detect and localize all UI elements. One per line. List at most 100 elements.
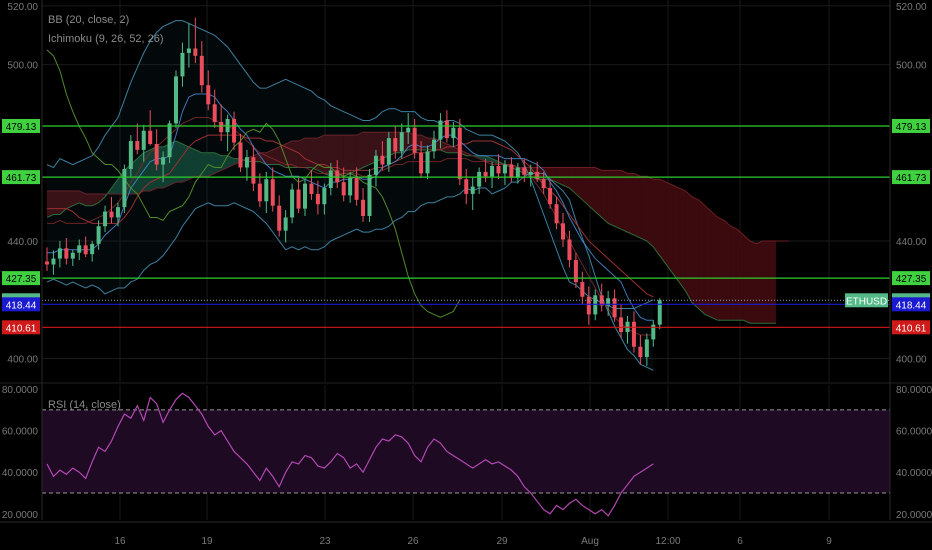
cloud-segment [595, 167, 602, 219]
symbol-badge-bg [845, 293, 888, 308]
price-level-tag-right [892, 320, 930, 335]
cloud-segment [601, 170, 609, 224]
candle-body [64, 248, 69, 259]
cloud-segment [736, 228, 744, 321]
cloud-segment [633, 172, 641, 239]
rsi-tick-right: 20.0000 [896, 510, 932, 521]
candle-body [373, 155, 378, 175]
cloud-segment [640, 176, 648, 242]
candle-body [612, 298, 617, 318]
time-tick: 12:00 [655, 536, 680, 547]
price-tick-left: 500.00 [7, 61, 38, 72]
candle-body [606, 298, 611, 306]
candle-body [206, 85, 211, 105]
candle-body [51, 258, 56, 265]
candle-body [257, 183, 262, 202]
senkou-span-b-line [47, 131, 789, 245]
candle-body [490, 166, 495, 177]
cloud-segment [620, 170, 628, 233]
candle-body [90, 243, 95, 255]
candle-body [57, 248, 62, 259]
price-level-tag-left [2, 118, 40, 133]
candle-body [264, 179, 269, 202]
candle-body [586, 296, 591, 315]
candle-body [174, 76, 178, 124]
candle-body [309, 183, 314, 194]
candle-body [148, 130, 153, 144]
candle-body [477, 171, 482, 187]
candle-body [141, 130, 146, 150]
candle-body [238, 142, 243, 168]
cloud-segment [749, 240, 757, 324]
candle-body [270, 179, 275, 206]
candle-body [496, 166, 501, 174]
price-levels[interactable]: 479.13479.13461.73461.73427.35427.35419.… [2, 118, 930, 335]
price-tick-left: 520.00 [7, 2, 38, 13]
price-level-tag-right [892, 170, 930, 185]
price-level-label-left[interactable]: 461.73 [6, 173, 37, 184]
price-level-tag-right [892, 271, 930, 286]
price-level-label-left[interactable]: 479.13 [6, 122, 37, 133]
price-level-label-right[interactable]: 410.61 [896, 323, 927, 334]
price-level-label-right[interactable]: 427.35 [896, 274, 927, 285]
rsi-indicator-label[interactable]: RSI (14, close) [48, 399, 121, 411]
candle-body [528, 171, 533, 175]
candle-body [638, 346, 643, 358]
time-tick: 16 [114, 536, 126, 547]
rsi-tick-left: 40.0000 [2, 468, 39, 479]
cloud-segment [646, 175, 654, 248]
price-level-label-right[interactable]: 461.73 [896, 173, 927, 184]
price-tick-right: 500.00 [896, 61, 927, 72]
time-tick: 9 [826, 536, 832, 547]
price-level-label-right[interactable]: 418.44 [896, 300, 927, 311]
candle-body [438, 120, 443, 140]
candle-body [70, 252, 75, 259]
ichimoku-indicator-label[interactable]: Ichimoku (9, 26, 52, 26) [48, 33, 164, 45]
price-level-label-left[interactable]: 410.61 [6, 323, 37, 334]
candle-body [548, 188, 553, 205]
kijun-sen-line [47, 134, 654, 298]
price-level-label-left[interactable]: 418.44 [6, 300, 37, 311]
bb-indicator-label[interactable]: BB (20, close, 2) [48, 14, 129, 26]
cloud-segment [582, 167, 590, 207]
candle-body [167, 123, 172, 158]
candle-body [554, 204, 559, 224]
price-tick-right: 400.00 [896, 354, 927, 365]
price-level-tag-right [892, 297, 930, 312]
price-level-label-right[interactable]: 479.13 [896, 122, 927, 133]
candle-body [244, 157, 249, 168]
symbol-badge: ETHUSD [846, 296, 887, 307]
price-tick-left: 440.00 [7, 237, 38, 248]
candle-body [470, 186, 475, 194]
rsi-tick-right: 40.0000 [896, 468, 932, 479]
candle-body [186, 48, 191, 53]
cloud-segment [743, 234, 751, 324]
cloud-segment [691, 196, 699, 310]
cloud-segment [678, 187, 686, 292]
time-tick: 26 [407, 536, 419, 547]
candle-body [451, 127, 456, 139]
candle-body [122, 168, 127, 208]
price-level-label-left[interactable]: 427.35 [6, 274, 37, 285]
price-tick-right: 520.00 [896, 2, 927, 13]
candle-body [103, 211, 108, 227]
candle-body [193, 48, 198, 56]
price-tick-right: 440.00 [896, 237, 927, 248]
candle-body [619, 317, 624, 333]
candle-body [535, 171, 540, 180]
time-tick: 19 [201, 536, 213, 547]
bb-upper-line [46, 20, 654, 310]
candle-body [419, 152, 424, 174]
cloud-segment [724, 219, 731, 321]
cloud-segment [588, 167, 596, 213]
cloud-segment [659, 178, 667, 266]
cloud-segment [562, 167, 570, 189]
cloud-segment [672, 184, 680, 283]
candle-body [219, 121, 224, 133]
bb-lower-line [46, 172, 654, 371]
cloud-segment [653, 178, 660, 257]
candle-body [522, 167, 527, 175]
candle-body [515, 167, 520, 178]
price-tick-left: 400.00 [7, 354, 38, 365]
